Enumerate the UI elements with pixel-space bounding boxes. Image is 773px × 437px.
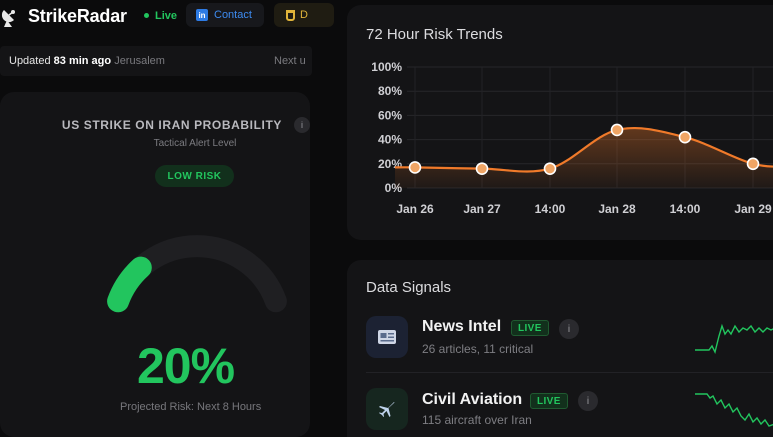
risk-gauge bbox=[107, 235, 287, 313]
contact-button[interactable]: in Contact bbox=[186, 3, 264, 27]
trend-point bbox=[610, 123, 624, 137]
probability-title: US STRIKE ON IRAN PROBABILITY bbox=[61, 118, 282, 132]
updated-text: Updated 83 min ago Jerusalem bbox=[9, 55, 165, 67]
live-dot-icon bbox=[144, 13, 149, 18]
newspaper-icon bbox=[366, 316, 408, 358]
signal-row-civil-aviation[interactable]: Civil Aviation LIVE i 115 aircraft over … bbox=[347, 382, 773, 437]
live-indicator: Live bbox=[155, 10, 178, 22]
trend-point bbox=[746, 157, 760, 171]
y-tick-label: 40% bbox=[378, 133, 402, 147]
y-tick-label: 80% bbox=[378, 84, 402, 98]
updated-prefix: Updated bbox=[9, 55, 51, 67]
gauge-fill bbox=[107, 256, 152, 313]
left-column: StrikeRadar Live in Contact D Updated 83… bbox=[0, 0, 334, 437]
trend-line bbox=[394, 126, 773, 173]
trend-point bbox=[475, 162, 489, 175]
news-intel-sparkline bbox=[695, 323, 773, 355]
civil-aviation-sparkline bbox=[695, 393, 773, 427]
probability-subtitle: Tactical Alert Level bbox=[153, 138, 237, 149]
data-signals-title: Data Signals bbox=[366, 279, 452, 296]
probability-value: 20% bbox=[137, 338, 235, 394]
probability-card: US STRIKE ON IRAN PROBABILITY i Tactical… bbox=[0, 92, 310, 437]
y-tick-label: 100% bbox=[371, 60, 402, 74]
live-badge: LIVE bbox=[511, 320, 549, 336]
coffee-cup-icon bbox=[286, 9, 295, 21]
trend-point bbox=[408, 161, 422, 174]
donate-button[interactable]: D bbox=[274, 3, 334, 27]
updated-location: Jerusalem bbox=[114, 55, 165, 67]
risk-trends-chart: 0%20%40%60%80%100%Jan 26 Jan 27 14:00 Jan 2… bbox=[371, 60, 773, 216]
x-tick-label: Jan 29 bbox=[734, 202, 772, 216]
signal-info-icon[interactable]: i bbox=[578, 391, 598, 411]
brand-name[interactable]: StrikeRadar bbox=[28, 6, 127, 26]
contact-label: Contact bbox=[214, 9, 252, 21]
signal-row-news-intel[interactable]: News Intel LIVE i 26 articles, 11 critic… bbox=[347, 308, 773, 368]
update-status-bar: Updated 83 min ago Jerusalem Next u bbox=[0, 46, 312, 76]
x-tick-label: Jan 26 bbox=[396, 202, 434, 216]
trend-point bbox=[543, 162, 557, 175]
satellite-dish-icon bbox=[1, 10, 15, 27]
risk-level-badge: LOW RISK bbox=[155, 165, 234, 187]
probability-footer: Projected Risk: Next 8 Hours bbox=[120, 401, 262, 413]
donate-label: D bbox=[300, 9, 308, 21]
risk-trends-card: 72 Hour Risk Trends 0% 20% 40% 60% 80% 100% Ja… bbox=[347, 5, 773, 240]
airplane-icon bbox=[366, 388, 408, 430]
signal-detail: 115 aircraft over Iran bbox=[422, 413, 532, 427]
live-badge: LIVE bbox=[530, 393, 568, 409]
y-tick-label: 60% bbox=[378, 108, 402, 122]
x-tick-label: Jan 28 bbox=[598, 202, 636, 216]
trend-area bbox=[395, 128, 773, 188]
risk-trends-title: 72 Hour Risk Trends bbox=[366, 26, 503, 43]
updated-time: 83 min ago bbox=[53, 55, 112, 67]
signal-info-icon[interactable]: i bbox=[559, 319, 579, 339]
signal-divider bbox=[366, 372, 773, 373]
signal-name: Civil Aviation bbox=[422, 391, 523, 408]
next-update-text: Next u bbox=[274, 55, 306, 67]
data-signals-card: Data Signals News Intel LIVE i 26 articl… bbox=[347, 260, 773, 437]
probability-info-icon[interactable]: i bbox=[294, 117, 310, 133]
top-bar: StrikeRadar Live in Contact D bbox=[0, 0, 334, 36]
linkedin-icon: in bbox=[196, 9, 208, 21]
x-tick-label: 14:00 bbox=[535, 202, 566, 216]
signal-name: News Intel bbox=[422, 318, 502, 335]
x-tick-label: 14:00 bbox=[670, 202, 701, 216]
signal-detail: 26 articles, 11 critical bbox=[422, 342, 534, 356]
x-tick-label: Jan 27 bbox=[463, 202, 501, 216]
trend-point bbox=[678, 130, 692, 144]
